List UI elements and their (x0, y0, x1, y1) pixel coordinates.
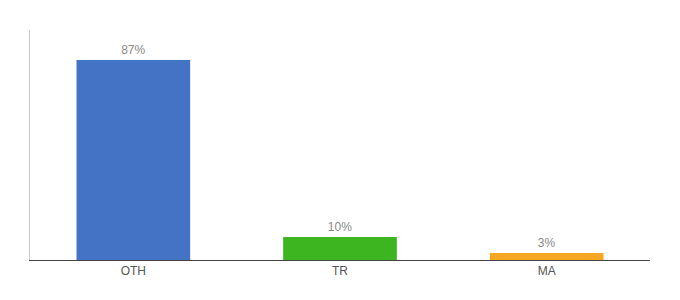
svg-text:OTH: OTH (121, 264, 146, 278)
svg-text:10%: 10% (328, 220, 352, 234)
svg-text:TR: TR (332, 264, 348, 278)
svg-text:MA: MA (538, 264, 556, 278)
svg-text:87%: 87% (121, 43, 145, 57)
svg-text:3%: 3% (538, 236, 556, 250)
